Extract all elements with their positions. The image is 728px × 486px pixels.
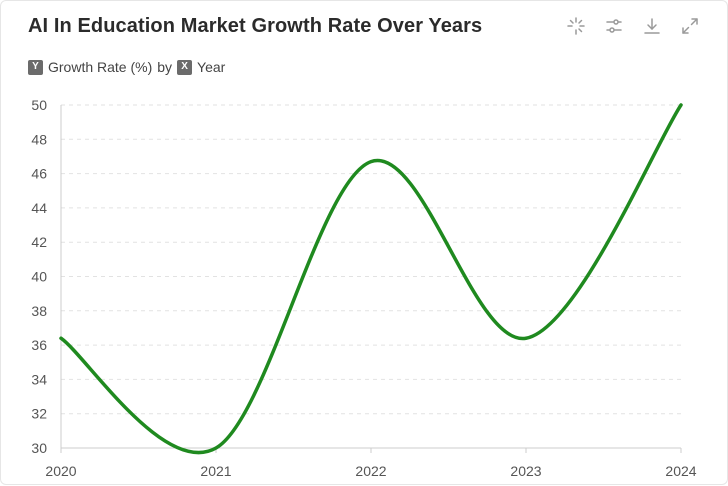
chart-title: AI In Education Market Growth Rate Over … bbox=[28, 15, 483, 37]
filter-button[interactable] bbox=[603, 15, 625, 37]
y-tick-label: 42 bbox=[31, 234, 47, 250]
x-tick-label: 2020 bbox=[45, 463, 76, 479]
x-tick-label: 2022 bbox=[355, 463, 386, 479]
series-layer bbox=[55, 99, 687, 455]
expand-icon bbox=[682, 18, 698, 34]
y-tick-labels: 30 32 34 36 38 40 42 44 46 48 50 bbox=[31, 97, 47, 456]
x-tick-label: 2023 bbox=[510, 463, 541, 479]
series-line[interactable] bbox=[59, 103, 683, 455]
sparkle-button[interactable] bbox=[565, 15, 587, 37]
y-tick-label: 40 bbox=[31, 269, 47, 285]
data-point[interactable] bbox=[675, 99, 687, 111]
data-point[interactable] bbox=[55, 332, 67, 344]
y-tick-label: 46 bbox=[31, 166, 47, 182]
download-button[interactable] bbox=[641, 15, 663, 37]
y-axis-label: Growth Rate (%) bbox=[48, 59, 153, 75]
x-tick-label: 2024 bbox=[665, 463, 696, 479]
x-tick-label: 2021 bbox=[200, 463, 231, 479]
y-tick-label: 48 bbox=[31, 131, 47, 147]
x-axis-chip: X bbox=[177, 59, 193, 75]
download-icon bbox=[644, 18, 660, 34]
y-tick-label: 38 bbox=[31, 303, 47, 319]
x-tick-labels: 2020 2021 2022 2023 2024 bbox=[45, 448, 697, 479]
y-tick-label: 34 bbox=[31, 371, 47, 387]
y-tick-label: 30 bbox=[31, 440, 47, 456]
y-tick-label: 36 bbox=[31, 337, 47, 353]
data-point[interactable] bbox=[520, 332, 532, 344]
sparkle-icon bbox=[567, 17, 585, 35]
data-point[interactable] bbox=[210, 442, 222, 454]
y-axis-chip: Y bbox=[28, 59, 43, 75]
axis-description: Y Growth Rate (%) by X Year bbox=[28, 59, 225, 75]
x-axis-label: Year bbox=[197, 59, 226, 75]
y-tick-label: 32 bbox=[31, 406, 47, 422]
chart-toolbar bbox=[565, 15, 701, 37]
y-tick-label: 50 bbox=[31, 97, 47, 113]
y-tick-label: 44 bbox=[31, 200, 47, 216]
data-point[interactable] bbox=[365, 156, 377, 168]
filter-sliders-icon bbox=[606, 19, 622, 33]
expand-button[interactable] bbox=[679, 15, 701, 37]
by-label: by bbox=[157, 59, 173, 75]
